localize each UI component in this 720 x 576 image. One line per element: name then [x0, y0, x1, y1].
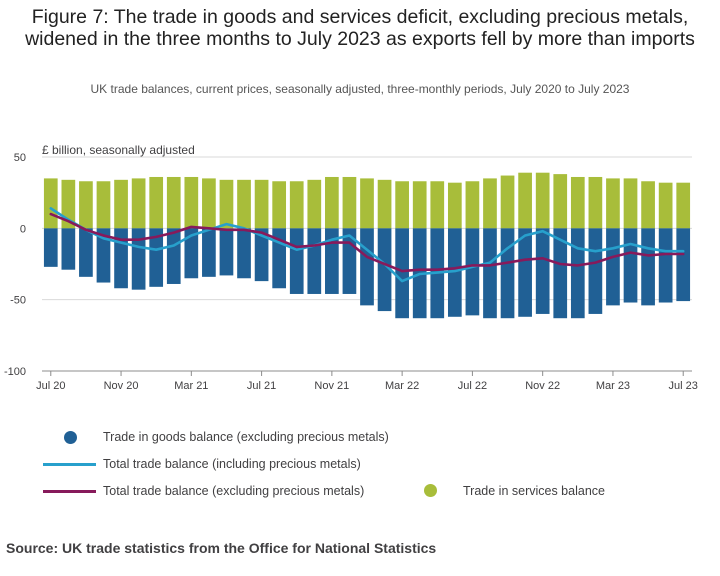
- goods-bar: [166, 228, 181, 284]
- services-bar: [289, 181, 304, 229]
- goods-bar: [254, 228, 269, 282]
- services-bar: [79, 181, 93, 229]
- services-bar: [623, 178, 638, 229]
- x-tick-label: Jul 20: [36, 380, 65, 392]
- goods-bar: [131, 228, 146, 290]
- services-bar: [43, 178, 58, 229]
- goods-bar: [641, 228, 655, 306]
- services-bar: [184, 176, 199, 229]
- services-bar: [465, 181, 480, 229]
- services-bar: [202, 178, 216, 229]
- services-bar: [606, 178, 620, 229]
- x-tick-label: Nov 22: [525, 380, 560, 392]
- goods-bar: [483, 228, 497, 319]
- goods-bar: [184, 228, 199, 279]
- legend-label-total-incl: Total trade balance (including precious …: [103, 457, 361, 471]
- x-tick-label: Mar 22: [385, 380, 419, 392]
- x-tick-label: Mar 21: [174, 380, 208, 392]
- services-bar: [553, 174, 568, 229]
- goods-bar: [96, 228, 111, 283]
- goods-bar: [623, 228, 638, 303]
- x-tick-label: Mar 23: [596, 380, 630, 392]
- services-bar: [641, 181, 655, 229]
- chart-title: Figure 7: The trade in goods and service…: [25, 6, 695, 50]
- goods-bar: [43, 228, 58, 267]
- y-tick-label: -100: [4, 366, 26, 378]
- legend-label-total-excl: Total trade balance (excluding precious …: [103, 484, 365, 498]
- goods-bar: [307, 228, 322, 294]
- services-bar: [114, 179, 128, 229]
- services-bar: [377, 179, 392, 229]
- goods-bar: [606, 228, 620, 306]
- goods-bar: [447, 228, 462, 317]
- total-excl-line: [49, 212, 685, 273]
- services-bar: [272, 181, 287, 229]
- services-bar: [149, 176, 164, 229]
- services-bar: [500, 175, 515, 229]
- services-bar: [219, 179, 234, 229]
- goods-bar: [377, 228, 392, 312]
- legend-swatch-total-incl: [43, 463, 96, 466]
- goods-bar: [676, 228, 691, 302]
- services-bar: [166, 176, 181, 229]
- goods-bar: [149, 228, 164, 287]
- goods-bar: [202, 228, 216, 277]
- goods-bar: [237, 228, 251, 279]
- services-bar: [676, 182, 691, 229]
- x-tick-label: Jul 22: [458, 380, 487, 392]
- y-tick-label: -50: [10, 295, 26, 307]
- services-bar: [447, 182, 462, 229]
- goods-bar: [325, 228, 339, 294]
- services-bar: [412, 181, 427, 229]
- services-bar: [430, 181, 445, 229]
- goods-bar: [658, 228, 673, 303]
- goods-bar: [79, 228, 93, 277]
- x-tick-label: Nov 21: [314, 380, 349, 392]
- goods-bar: [219, 228, 234, 276]
- y-tick-label: 50: [14, 152, 26, 164]
- services-bar: [307, 179, 322, 229]
- services-bar: [360, 178, 374, 229]
- services-bar: [535, 172, 550, 229]
- services-bar: [131, 178, 146, 229]
- legend-swatch-total-excl: [43, 490, 96, 493]
- legend-label-goods: Trade in goods balance (excluding precio…: [103, 430, 389, 444]
- services-bar: [325, 176, 339, 229]
- services-bar: [342, 176, 357, 229]
- goods-bar: [61, 228, 76, 270]
- chart-subtitle: UK trade balances, current prices, seaso…: [90, 82, 630, 96]
- services-bar: [254, 179, 269, 229]
- services-bar: [518, 172, 532, 229]
- legend-swatch-goods: [64, 431, 77, 444]
- goods-bar: [570, 228, 585, 319]
- y-axis-unit-label: £ billion, seasonally adjusted: [42, 143, 195, 157]
- services-bar: [483, 178, 497, 229]
- services-bar: [237, 179, 251, 229]
- y-tick-label: 0: [20, 223, 26, 235]
- total-incl-line: [49, 207, 685, 283]
- source-note: Source: UK trade statistics from the Off…: [6, 540, 437, 556]
- goods-bar: [360, 228, 374, 306]
- x-tick-label: Jul 23: [669, 380, 698, 392]
- goods-bar: [518, 228, 532, 317]
- goods-bar: [465, 228, 480, 316]
- services-bar: [658, 182, 673, 229]
- services-bar: [395, 181, 409, 229]
- goods-bar: [395, 228, 409, 319]
- legend-swatch-services: [424, 484, 437, 497]
- services-bar: [588, 176, 603, 229]
- goods-bar: [289, 228, 304, 294]
- x-tick-label: Nov 20: [104, 380, 139, 392]
- x-tick-label: Jul 21: [247, 380, 276, 392]
- goods-bar: [535, 228, 550, 314]
- legend-label-services: Trade in services balance: [463, 484, 605, 498]
- goods-bar: [500, 228, 515, 319]
- services-bar: [570, 176, 585, 229]
- goods-bar: [553, 228, 568, 319]
- goods-bar: [588, 228, 603, 314]
- services-bar: [96, 181, 111, 229]
